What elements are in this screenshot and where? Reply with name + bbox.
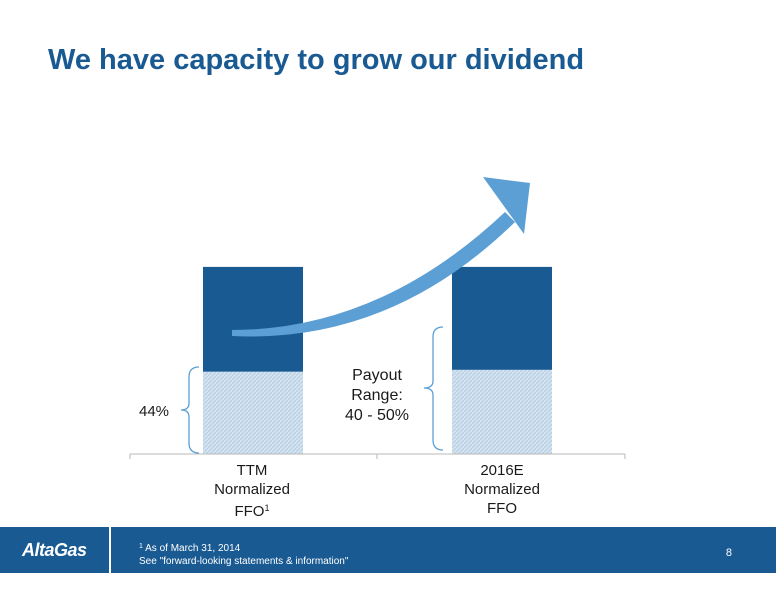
footer-notes: 1 As of March 31, 2014 See "forward-look… (139, 540, 348, 568)
category-line-with-footnote: FFO1 (234, 503, 270, 520)
bar-payout-segment-2016e (452, 369, 552, 454)
footnote-marker: 1 (264, 503, 270, 513)
bar-retained-segment-ttm (203, 266, 303, 372)
footer-divider (109, 527, 111, 573)
altagas-logo: AltaGas (22, 540, 87, 560)
slide-title: We have capacity to grow our dividend (48, 44, 585, 76)
category-line: TTM (236, 462, 268, 479)
annotation-44-percent: 44% (139, 403, 170, 420)
disclaimer-text: See "forward-looking statements & inform… (139, 556, 349, 567)
annotation-payout-range: Payout Range: 40 - 50% (327, 366, 427, 426)
footnote-marker: 1 (139, 543, 143, 550)
footer-bar: AltaGas 1 As of March 31, 2014 See "forw… (0, 527, 776, 573)
brace-payout-range (423, 326, 444, 451)
footnote-line: 1 As of March 31, 2014 (139, 540, 348, 555)
brace-44 (180, 366, 200, 454)
bar-retained-segment-2016e (452, 266, 552, 370)
category-line: 2016E (480, 462, 524, 479)
payout-line: Payout (352, 367, 402, 384)
category-line: Normalized (214, 481, 290, 498)
category-label-2016e: 2016E Normalized FFO (432, 461, 572, 518)
category-line: FFO (487, 500, 517, 517)
category-line: Normalized (464, 481, 540, 498)
footnote-text: As of March 31, 2014 (145, 543, 241, 554)
bar-payout-segment-ttm (203, 371, 303, 454)
category-label-ttm: TTM Normalized FFO1 (182, 461, 322, 521)
growth-arrow (232, 177, 530, 337)
page-number: 8 (725, 547, 732, 559)
payout-line: Range: (351, 387, 403, 404)
payout-line: 40 - 50% (344, 407, 410, 424)
